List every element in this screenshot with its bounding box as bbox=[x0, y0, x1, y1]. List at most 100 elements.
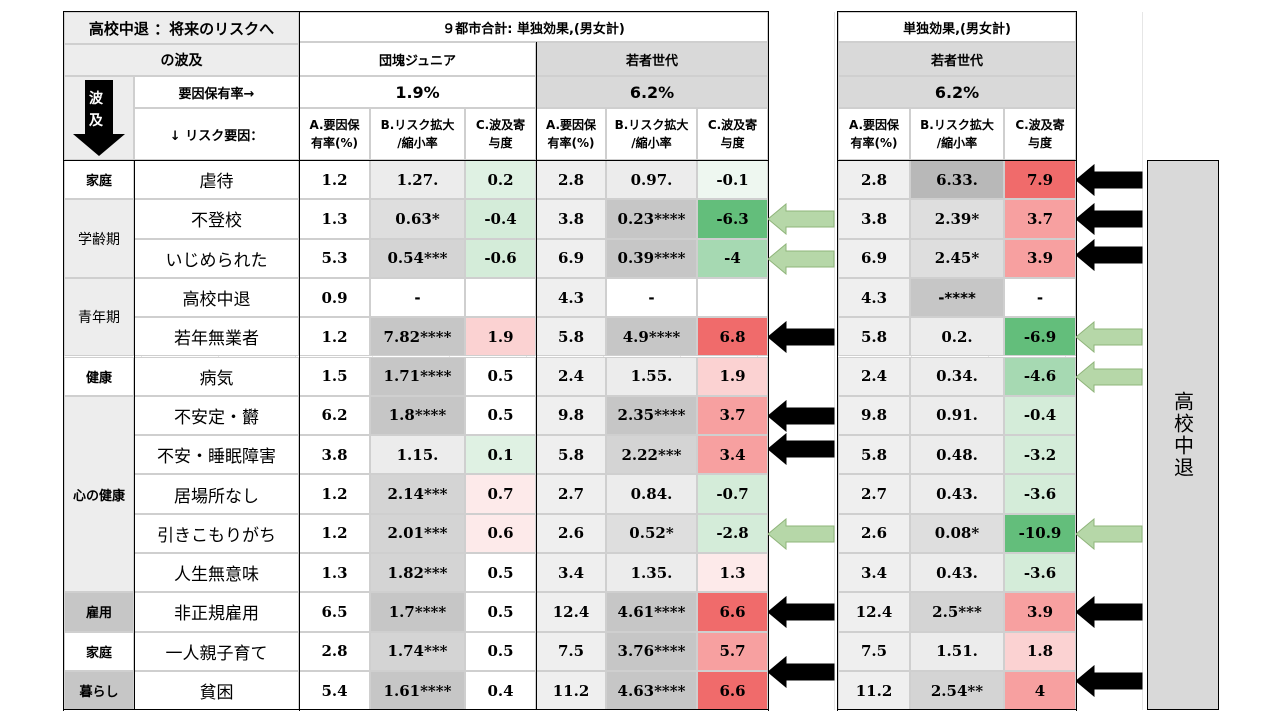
y-col-a-value: 2.8 bbox=[536, 160, 606, 200]
y-col-b-value: 3.76**** bbox=[606, 631, 697, 671]
d-col-b-value: 1.82*** bbox=[370, 553, 465, 593]
d-col-c-value: 0.5 bbox=[465, 631, 536, 671]
wave-label2: 及 bbox=[89, 113, 103, 129]
arrow-left-black-icon bbox=[1076, 238, 1143, 271]
d-col-a-value: 1.3 bbox=[299, 553, 370, 593]
z-col-a-value: 5.8 bbox=[838, 435, 910, 475]
y-col-c-value: -4 bbox=[697, 238, 768, 278]
title-line1: 高校中退 ：将来のリスクへ bbox=[64, 12, 299, 44]
arrow-left-black-icon bbox=[768, 596, 835, 629]
arrow-left-black-icon bbox=[768, 433, 835, 466]
z-col-c-value: -3.2 bbox=[1004, 435, 1076, 475]
young-col-c-l1: C.波及寄 bbox=[707, 118, 758, 132]
z-col-b-value: 2.54** bbox=[910, 670, 1004, 711]
risk-factor-label: ↓ リスク要因： bbox=[134, 108, 299, 160]
z-col-a-value: 5.8 bbox=[838, 317, 910, 357]
y-col-a-value: 2.7 bbox=[536, 474, 606, 514]
arrow-left-black-icon bbox=[1076, 164, 1143, 196]
z-col-a-value: 2.8 bbox=[838, 160, 910, 200]
d-col-b-value: 1.15. bbox=[370, 435, 465, 475]
young-col-a: A.要因保 有率(%) bbox=[536, 108, 606, 160]
y-col-b-value: 1.55. bbox=[606, 356, 697, 396]
dankai-col-b: B.リスク拡大/縮小率 bbox=[370, 108, 465, 160]
right-col-b-l2: /縮小率 bbox=[936, 136, 978, 150]
right-col-a-l2: 有率(%) bbox=[850, 136, 898, 150]
y-col-a-value: 11.2 bbox=[536, 670, 606, 711]
z-col-a-value: 12.4 bbox=[838, 592, 910, 632]
risk-factor-name: 若年無業者 bbox=[134, 317, 299, 357]
grid-line bbox=[63, 11, 64, 711]
d-col-b-value: 7.82**** bbox=[370, 317, 465, 357]
risk-factor-name: 非正規雇用 bbox=[134, 592, 299, 632]
young-col-b-l1: B.リスク拡大 bbox=[614, 118, 689, 132]
grid-line bbox=[838, 11, 1076, 12]
dankai-col-a-l1: A.要因保 bbox=[309, 118, 360, 132]
d-col-a-value: 1.2 bbox=[299, 160, 370, 200]
grid-line bbox=[838, 709, 1076, 710]
risk-factor-name: 居場所なし bbox=[134, 474, 299, 514]
d-col-a-value: 1.2 bbox=[299, 317, 370, 357]
z-col-b-value: 0.08* bbox=[910, 513, 1004, 553]
z-col-c-value: 3.9 bbox=[1004, 592, 1076, 632]
category-cell: 家庭 bbox=[64, 631, 134, 671]
arrow-left-black-icon bbox=[768, 655, 835, 688]
arrow-left-green-icon bbox=[1076, 517, 1143, 550]
d-col-a-value: 5.3 bbox=[299, 238, 370, 278]
rate-dankai: 1.9% bbox=[299, 76, 536, 108]
z-col-c-value: -10.9 bbox=[1004, 513, 1076, 553]
z-col-b-value: 2.5*** bbox=[910, 592, 1004, 632]
risk-factor-name: 病気 bbox=[134, 356, 299, 396]
d-col-b-value: 1.8**** bbox=[370, 395, 465, 436]
dankai-col-b-l1: B.リスク拡大 bbox=[380, 118, 455, 132]
y-col-b-value: 0.23**** bbox=[606, 199, 697, 239]
y-col-a-value: 3.8 bbox=[536, 199, 606, 239]
y-col-c-value bbox=[697, 277, 768, 318]
y-col-b-value: 2.22*** bbox=[606, 435, 697, 475]
y-col-b-value: 2.35**** bbox=[606, 395, 697, 436]
arrow-left-green-icon bbox=[1076, 360, 1143, 393]
grid-line bbox=[134, 160, 135, 710]
grid-line bbox=[1076, 11, 1077, 711]
y-col-b-value: 0.97. bbox=[606, 160, 697, 200]
z-col-a-value: 11.2 bbox=[838, 670, 910, 711]
d-col-c-value: 0.1 bbox=[465, 435, 536, 475]
y-col-a-value: 2.4 bbox=[536, 356, 606, 396]
grid-line bbox=[64, 709, 768, 710]
y-col-b-value: 4.63**** bbox=[606, 670, 697, 711]
right-col-c-l2: 与度 bbox=[1027, 136, 1052, 150]
d-col-b-value: 1.74*** bbox=[370, 631, 465, 671]
arrow-left-green-icon bbox=[768, 517, 835, 550]
d-col-a-value: 1.2 bbox=[299, 474, 370, 514]
young-col-a-l1: A.要因保 bbox=[545, 118, 597, 132]
z-col-b-value: -**** bbox=[910, 277, 1004, 318]
down-arrow-icon bbox=[73, 80, 125, 156]
d-col-c-value: 0.5 bbox=[465, 592, 536, 632]
d-col-b-value: 1.71**** bbox=[370, 356, 465, 396]
y-col-a-value: 4.3 bbox=[536, 277, 606, 318]
d-col-a-value: 5.4 bbox=[299, 670, 370, 711]
y-col-a-value: 5.8 bbox=[536, 317, 606, 357]
d-col-b-value: 0.63* bbox=[370, 199, 465, 239]
y-col-c-value: -2.8 bbox=[697, 513, 768, 553]
y-col-b-value: 4.9**** bbox=[606, 317, 697, 357]
z-col-b-value: 0.34. bbox=[910, 356, 1004, 396]
y-col-b-value: 0.52* bbox=[606, 513, 697, 553]
d-col-c-value: 0.2 bbox=[465, 160, 536, 200]
y-col-c-value: -0.7 bbox=[697, 474, 768, 514]
y-col-c-value: 1.3 bbox=[697, 553, 768, 593]
sheet-grid-line bbox=[834, 12, 835, 710]
arrow-left-green-icon bbox=[1076, 321, 1143, 354]
z-col-c-value: 1.8 bbox=[1004, 631, 1076, 671]
group-dankai: 団塊ジュニア bbox=[299, 42, 536, 76]
z-col-c-value: -6.9 bbox=[1004, 317, 1076, 357]
z-col-b-value: 6.33. bbox=[910, 160, 1004, 200]
risk-factor-name: 虐待 bbox=[134, 160, 299, 200]
risk-factor-name: 人生無意味 bbox=[134, 553, 299, 593]
grid-line bbox=[768, 11, 769, 711]
d-col-c-value bbox=[465, 277, 536, 318]
arrow-left-black-icon bbox=[768, 321, 835, 354]
y-col-a-value: 6.9 bbox=[536, 238, 606, 278]
d-col-b-value: 1.61**** bbox=[370, 670, 465, 711]
d-col-a-value: 1.3 bbox=[299, 199, 370, 239]
dankai-col-b-l2: /縮小率 bbox=[397, 136, 438, 150]
